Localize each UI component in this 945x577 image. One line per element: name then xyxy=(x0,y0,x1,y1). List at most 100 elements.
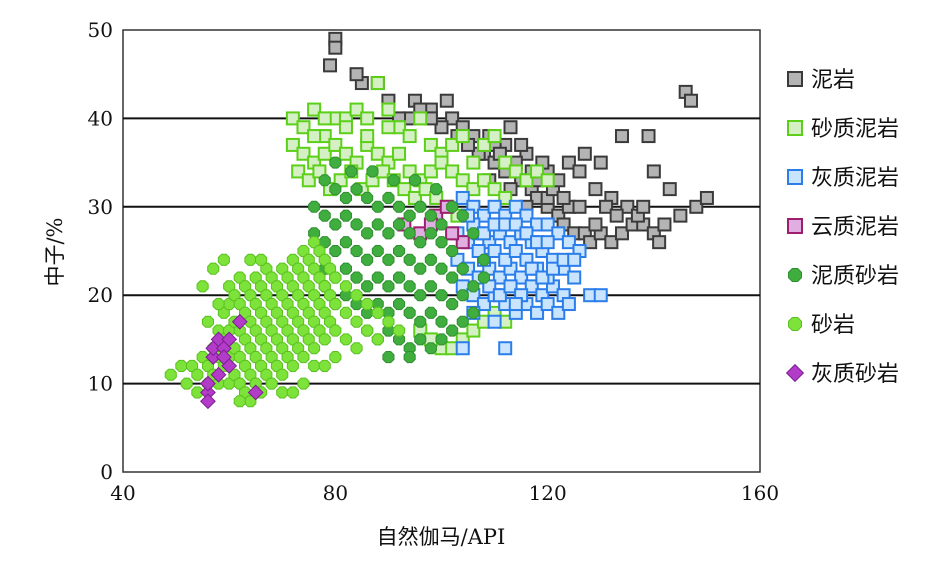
data-point xyxy=(345,165,358,178)
data-point xyxy=(445,137,460,152)
legend-item: 砂质泥岩 xyxy=(787,117,899,142)
data-point xyxy=(175,359,188,372)
data-point xyxy=(551,305,566,320)
data-point xyxy=(467,227,480,240)
data-point xyxy=(317,111,332,126)
data-point xyxy=(487,129,502,144)
data-point xyxy=(467,280,480,293)
data-point xyxy=(524,279,539,294)
data-point xyxy=(329,324,342,337)
data-point xyxy=(498,190,513,205)
data-point xyxy=(339,236,352,249)
data-point xyxy=(583,235,598,250)
data-point xyxy=(381,120,396,135)
data-point xyxy=(467,306,480,319)
data-point xyxy=(244,253,257,266)
data-point xyxy=(285,111,300,126)
data-point xyxy=(519,226,534,241)
data-point xyxy=(567,252,582,267)
data-point xyxy=(403,227,416,240)
data-point xyxy=(381,102,396,117)
data-point xyxy=(466,155,481,170)
y-tick-label: 10 xyxy=(88,372,113,396)
data-point xyxy=(435,333,448,346)
data-point xyxy=(393,200,406,213)
data-point xyxy=(477,253,490,266)
data-point xyxy=(233,395,246,408)
data-point xyxy=(593,155,608,170)
data-point xyxy=(476,297,491,312)
data-point xyxy=(408,174,421,187)
data-point xyxy=(361,191,374,204)
data-point xyxy=(255,253,268,266)
data-point xyxy=(636,199,651,214)
data-point xyxy=(382,253,395,266)
data-point xyxy=(599,199,614,214)
data-point xyxy=(646,164,661,179)
data-point xyxy=(487,182,502,197)
data-point xyxy=(414,236,427,249)
x-tick-label: 40 xyxy=(110,481,135,505)
data-point xyxy=(318,333,331,346)
data-point xyxy=(434,155,449,170)
data-point xyxy=(205,349,222,365)
data-point xyxy=(371,245,384,257)
data-point xyxy=(445,111,460,126)
data-point xyxy=(540,217,555,232)
data-point xyxy=(318,174,331,187)
data-point xyxy=(487,199,502,214)
data-point xyxy=(164,368,177,381)
x-tick-label: 120 xyxy=(529,481,567,505)
data-point xyxy=(291,164,306,179)
data-point xyxy=(217,253,230,266)
data-point xyxy=(350,289,363,302)
data-point xyxy=(361,280,374,293)
data-point xyxy=(604,235,619,250)
data-point xyxy=(317,146,332,161)
legend-label: 砂质泥岩 xyxy=(811,117,899,142)
data-point xyxy=(349,67,364,82)
legend-marker xyxy=(787,120,803,136)
data-point xyxy=(191,368,204,381)
x-tick-label: 160 xyxy=(741,481,779,505)
data-point xyxy=(361,227,374,240)
data-point xyxy=(455,129,470,144)
data-point xyxy=(572,199,587,214)
data-point xyxy=(424,253,437,266)
data-point xyxy=(455,341,470,356)
legend-label: 砂岩 xyxy=(811,313,855,338)
data-point xyxy=(360,111,375,126)
data-point xyxy=(297,377,310,390)
data-point xyxy=(349,102,364,117)
data-point xyxy=(402,129,417,144)
data-point xyxy=(567,270,582,285)
data-point xyxy=(297,351,310,364)
data-point xyxy=(350,218,363,231)
data-point xyxy=(361,306,374,319)
data-point xyxy=(382,351,395,364)
data-point xyxy=(339,209,352,222)
data-point xyxy=(455,173,470,188)
data-point xyxy=(350,298,363,311)
data-point xyxy=(561,235,576,250)
data-point xyxy=(387,174,400,187)
data-point xyxy=(371,200,384,213)
x-axis-label: 自然伽马/API xyxy=(377,525,506,549)
data-point xyxy=(641,129,656,144)
data-point xyxy=(265,377,278,390)
data-point xyxy=(212,298,225,311)
data-point xyxy=(535,270,550,285)
data-point xyxy=(414,289,427,302)
data-point xyxy=(393,298,406,311)
data-point xyxy=(498,252,513,267)
data-point xyxy=(329,218,342,231)
data-point xyxy=(508,297,523,312)
data-point xyxy=(286,386,299,399)
data-point xyxy=(487,314,502,329)
data-point xyxy=(540,173,555,188)
data-point xyxy=(609,208,624,223)
data-point xyxy=(446,271,459,284)
data-point xyxy=(456,315,469,328)
data-point xyxy=(339,289,352,302)
data-point xyxy=(435,315,448,328)
